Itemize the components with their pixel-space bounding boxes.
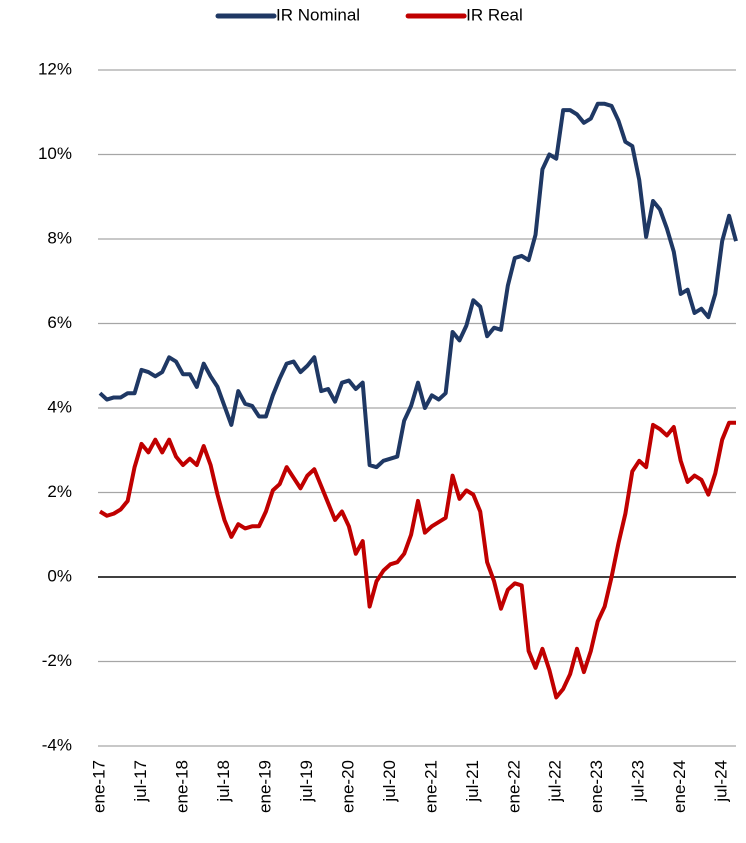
x-tick-label: ene-22: [504, 760, 523, 813]
y-tick-label: 4%: [47, 397, 72, 416]
y-tick-label: 0%: [47, 566, 72, 585]
legend-label: IR Nominal: [276, 5, 360, 24]
y-tick-label: 12%: [38, 59, 72, 78]
x-tick-label: jul-18: [214, 760, 233, 803]
x-tick-label: jul-23: [629, 760, 648, 803]
x-tick-label: ene-24: [670, 760, 689, 813]
x-tick-label: ene-17: [89, 760, 108, 813]
x-tick-label: jul-17: [131, 760, 150, 803]
x-tick-label: jul-20: [380, 760, 399, 803]
x-tick-label: ene-23: [587, 760, 606, 813]
y-tick-label: 8%: [47, 228, 72, 247]
x-tick-label: ene-18: [172, 760, 191, 813]
x-tick-label: jul-24: [712, 760, 731, 803]
x-tick-label: ene-20: [338, 760, 357, 813]
x-tick-label: ene-19: [255, 760, 274, 813]
legend-label: IR Real: [466, 5, 523, 24]
x-tick-label: ene-21: [421, 760, 440, 813]
y-tick-label: 2%: [47, 482, 72, 501]
line-series: [98, 101, 738, 470]
y-tick-label: 6%: [47, 313, 72, 332]
y-tick-label: -2%: [42, 651, 72, 670]
x-tick-label: jul-22: [546, 760, 565, 803]
line-series: [98, 420, 736, 700]
y-tick-label: 10%: [38, 144, 72, 163]
legend: IR Nominal IR Real: [215, 5, 523, 24]
x-tick-label: jul-21: [463, 760, 482, 803]
y-tick-label: -4%: [42, 735, 72, 754]
x-tick-label: jul-19: [297, 760, 316, 803]
